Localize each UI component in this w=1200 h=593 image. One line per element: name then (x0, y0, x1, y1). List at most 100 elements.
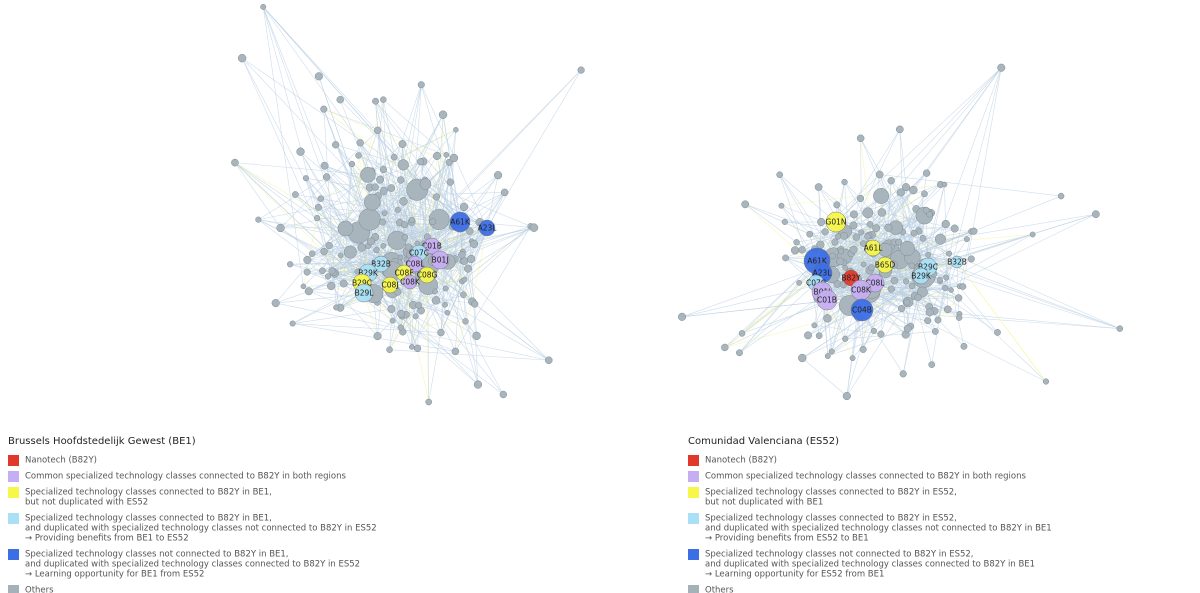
node-label: A23L (813, 269, 833, 278)
node (833, 201, 841, 209)
node (358, 208, 381, 231)
node-label: B82Y (841, 274, 861, 283)
edge (234, 162, 375, 294)
edge (359, 142, 420, 254)
edge (330, 285, 378, 337)
node-label: B29C (352, 279, 372, 288)
node (919, 234, 927, 242)
node (460, 257, 469, 265)
node (931, 328, 939, 335)
node (948, 287, 954, 293)
node (394, 206, 401, 213)
edge (739, 262, 819, 353)
legend-text: Common specialized technology classes co… (705, 472, 1026, 482)
node (899, 240, 915, 257)
background-nodes (231, 3, 1124, 406)
node (778, 202, 785, 209)
legend-swatch (8, 487, 19, 498)
node-label: A23L (478, 224, 498, 233)
tech-node (406, 255, 424, 273)
edge (467, 227, 535, 269)
edge (262, 6, 428, 237)
node (419, 178, 432, 190)
edge (262, 6, 426, 185)
node (890, 276, 899, 285)
node (955, 294, 963, 302)
node (442, 285, 449, 292)
node (937, 276, 943, 283)
node-label: B32B (371, 260, 391, 269)
node (380, 96, 387, 103)
node (836, 257, 845, 266)
edge (861, 309, 1120, 329)
edge (927, 266, 1120, 329)
node (472, 331, 481, 341)
node (328, 267, 336, 275)
node (875, 170, 884, 179)
node (466, 254, 476, 264)
node (363, 193, 381, 211)
node-label: A61K (450, 218, 471, 227)
node (332, 141, 340, 149)
node (398, 140, 407, 148)
node (922, 206, 930, 214)
legend-text: Specialized technology classes connected… (25, 488, 272, 498)
node (831, 238, 839, 246)
node (308, 250, 316, 257)
node (415, 302, 422, 309)
node (404, 243, 412, 251)
node-label: B29K (911, 272, 932, 281)
node (343, 245, 357, 259)
edge (258, 176, 327, 220)
node (303, 268, 311, 276)
edge (445, 288, 504, 395)
tech-node (816, 289, 838, 311)
node (796, 280, 803, 286)
node (303, 255, 312, 264)
edge (902, 231, 1120, 329)
edge (241, 58, 344, 284)
node (459, 202, 469, 212)
node (1029, 231, 1036, 238)
tech-node (423, 237, 441, 255)
node (824, 353, 831, 360)
node-label: C08K (400, 278, 421, 287)
edge (428, 221, 461, 403)
node-label: A61K (807, 257, 828, 266)
node (997, 63, 1006, 72)
tech-node (850, 298, 874, 322)
node (397, 309, 406, 318)
edge (463, 294, 479, 385)
legend-text: and duplicated with specialized technolo… (705, 560, 1035, 570)
edge (389, 284, 477, 337)
legend-swatch (8, 585, 19, 593)
node-label: G01N (826, 218, 847, 227)
edge (307, 271, 361, 292)
node (376, 175, 385, 184)
node (237, 53, 247, 63)
edge (323, 108, 455, 159)
node (910, 229, 918, 237)
node (397, 254, 404, 261)
edge (234, 162, 346, 229)
node (463, 264, 472, 273)
node (432, 193, 441, 201)
node (471, 300, 479, 308)
node-label: C07C (806, 279, 826, 288)
node (399, 197, 408, 206)
node (903, 324, 912, 333)
node (908, 262, 915, 270)
node (963, 236, 970, 243)
legend-text: → Providing benefits from ES52 to BE1 (705, 534, 869, 544)
legend-text: but not duplicated with ES52 (25, 498, 148, 508)
node (360, 167, 376, 183)
node (862, 207, 874, 219)
node-label: C08L (866, 279, 886, 288)
node (903, 298, 911, 306)
node (397, 159, 409, 171)
edge (835, 67, 1002, 223)
tech-node (478, 219, 496, 237)
node (841, 178, 848, 186)
node (928, 361, 936, 368)
